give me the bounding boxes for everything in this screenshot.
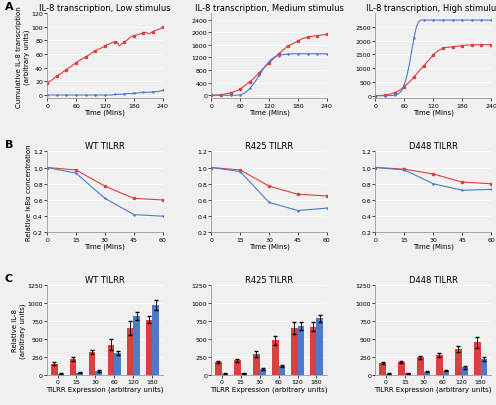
Bar bbox=[443, 371, 449, 375]
Y-axis label: Relative IκBα concentration: Relative IκBα concentration bbox=[26, 144, 32, 241]
X-axis label: TILRR Expression (arbitrary units): TILRR Expression (arbitrary units) bbox=[374, 385, 492, 392]
Text: C: C bbox=[5, 273, 13, 283]
Bar bbox=[379, 363, 386, 375]
X-axis label: TILRR Expression (arbitrary units): TILRR Expression (arbitrary units) bbox=[46, 385, 164, 392]
Bar bbox=[417, 358, 424, 375]
Text: B: B bbox=[5, 140, 13, 150]
Bar bbox=[108, 345, 115, 375]
Bar bbox=[455, 349, 462, 375]
Bar bbox=[279, 366, 285, 375]
Bar bbox=[398, 362, 405, 375]
Bar bbox=[386, 374, 392, 375]
Bar bbox=[51, 364, 58, 375]
X-axis label: Time (Mins): Time (Mins) bbox=[248, 243, 290, 250]
Bar bbox=[436, 356, 443, 375]
Bar bbox=[253, 354, 259, 375]
Bar bbox=[152, 305, 159, 375]
Bar bbox=[146, 320, 152, 375]
Title: R425 TILRR: R425 TILRR bbox=[245, 142, 293, 151]
X-axis label: Time (Mins): Time (Mins) bbox=[84, 243, 125, 250]
Bar bbox=[272, 341, 279, 375]
X-axis label: Time (Mins): Time (Mins) bbox=[84, 110, 125, 116]
Y-axis label: Relative IL-8
(arbitrary units): Relative IL-8 (arbitrary units) bbox=[12, 303, 26, 358]
Bar bbox=[215, 362, 222, 375]
Bar bbox=[115, 353, 121, 375]
Bar bbox=[241, 373, 248, 375]
Text: A: A bbox=[5, 2, 13, 12]
X-axis label: TILRR Expression (arbitrary units): TILRR Expression (arbitrary units) bbox=[210, 385, 328, 392]
Title: IL-8 transcription, High stimulus: IL-8 transcription, High stimulus bbox=[366, 4, 496, 13]
Y-axis label: Cumulative IL-8 transcription
(arbitrary units): Cumulative IL-8 transcription (arbitrary… bbox=[16, 6, 30, 107]
Bar bbox=[310, 327, 316, 375]
Bar bbox=[291, 328, 298, 375]
Bar bbox=[126, 328, 133, 375]
Bar bbox=[234, 360, 241, 375]
X-axis label: Time (Mins): Time (Mins) bbox=[413, 243, 454, 250]
Title: R425 TILRR: R425 TILRR bbox=[245, 276, 293, 285]
Title: D448 TILRR: D448 TILRR bbox=[409, 142, 458, 151]
Bar bbox=[58, 374, 64, 375]
Bar bbox=[222, 374, 228, 375]
Bar bbox=[95, 371, 102, 375]
Bar bbox=[424, 372, 431, 375]
Bar bbox=[70, 359, 76, 375]
Bar bbox=[405, 373, 412, 375]
Bar bbox=[481, 359, 487, 375]
Title: IL-8 transcription, Medium stimulus: IL-8 transcription, Medium stimulus bbox=[194, 4, 344, 13]
Title: WT TILRR: WT TILRR bbox=[85, 142, 125, 151]
Bar bbox=[474, 343, 481, 375]
Bar bbox=[76, 373, 83, 375]
Title: D448 TILRR: D448 TILRR bbox=[409, 276, 458, 285]
Bar bbox=[259, 369, 266, 375]
Title: WT TILRR: WT TILRR bbox=[85, 276, 125, 285]
Bar bbox=[316, 318, 323, 375]
X-axis label: Time (Mins): Time (Mins) bbox=[248, 110, 290, 116]
Bar bbox=[133, 316, 140, 375]
Bar bbox=[298, 326, 304, 375]
Bar bbox=[89, 352, 95, 375]
X-axis label: Time (Mins): Time (Mins) bbox=[413, 110, 454, 116]
Title: IL-8 transcription, Low stimulus: IL-8 transcription, Low stimulus bbox=[39, 4, 171, 13]
Bar bbox=[462, 367, 468, 375]
